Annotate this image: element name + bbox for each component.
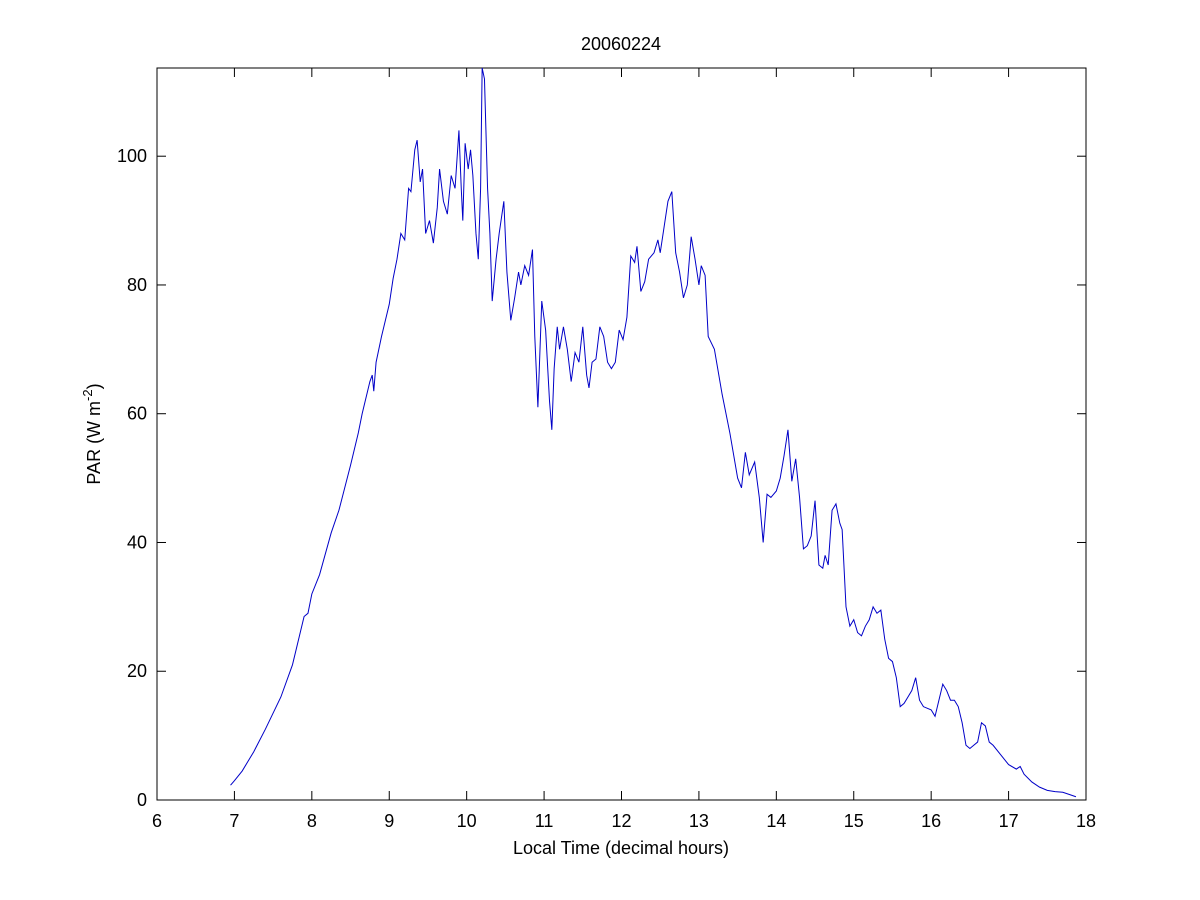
y-axis-label: PAR (W m-2) bbox=[80, 383, 104, 484]
x-tick-label: 10 bbox=[457, 811, 477, 831]
x-axis-label: Local Time (decimal hours) bbox=[513, 838, 729, 858]
x-tick-label: 14 bbox=[766, 811, 786, 831]
x-tick-label: 17 bbox=[999, 811, 1019, 831]
x-tick-label: 8 bbox=[307, 811, 317, 831]
x-tick-label: 6 bbox=[152, 811, 162, 831]
y-axis-label-main: PAR (W m bbox=[84, 401, 104, 485]
x-tick-label: 12 bbox=[611, 811, 631, 831]
y-tick-label: 0 bbox=[137, 790, 147, 810]
y-tick-label: 80 bbox=[127, 275, 147, 295]
chart-title: 20060224 bbox=[581, 34, 661, 54]
x-tick-label: 13 bbox=[689, 811, 709, 831]
x-tick-label: 16 bbox=[921, 811, 941, 831]
x-tick-label: 7 bbox=[229, 811, 239, 831]
y-tick-label: 40 bbox=[127, 532, 147, 552]
x-tick-label: 11 bbox=[535, 811, 554, 831]
x-tick-label: 18 bbox=[1076, 811, 1096, 831]
y-tick-label: 20 bbox=[127, 661, 147, 681]
data-line bbox=[230, 67, 1077, 798]
x-tick-label: 15 bbox=[844, 811, 864, 831]
y-tick-label: 60 bbox=[127, 404, 147, 424]
x-tick-label: 9 bbox=[384, 811, 394, 831]
y-axis-label-close: ) bbox=[84, 383, 104, 389]
y-tick-label: 100 bbox=[117, 146, 147, 166]
y-axis-label-sup: -2 bbox=[80, 389, 95, 401]
